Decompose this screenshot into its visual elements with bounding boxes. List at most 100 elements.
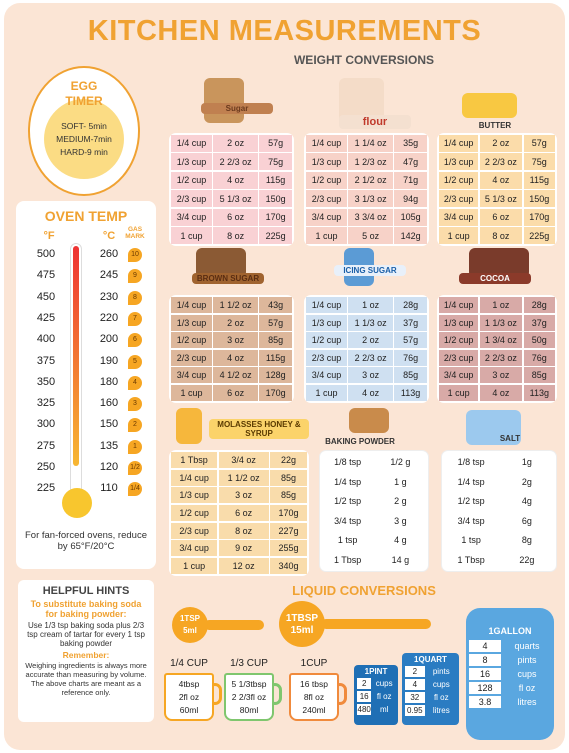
table-cell: 2 1/2 oz [348, 171, 393, 189]
table-cell: 105g [394, 208, 427, 226]
table-cell: 128g [259, 367, 292, 384]
oven-f: 475 [36, 269, 56, 282]
table-cell: 1 Tbsp [444, 550, 499, 569]
table-cell: 3 g [374, 511, 426, 530]
table-cell: 37g [394, 314, 427, 331]
table-cell: 1/2 cup [306, 332, 347, 349]
spoon-name: 1TBSP [285, 613, 319, 624]
oven-note: For fan-forced ovens, reduce by 65°F/20°… [25, 530, 147, 552]
table-cell: 340g [270, 557, 307, 574]
table-cell: 50g [523, 332, 555, 349]
weight-table: 1/4 cup 1 1/4 oz 35g 1/3 cup 1 2/3 oz 47g 1/2 … [304, 133, 429, 246]
table-cell: 1/2 tsp [322, 492, 374, 511]
table-cell: 3/4 cup [306, 367, 347, 384]
table-label: ICING SUGAR [334, 265, 406, 276]
cup: 4tbsp 2fl oz 60ml [164, 673, 214, 721]
cup-line: 2fl oz [178, 691, 200, 702]
cup-line: 5 1/3tbsp [231, 678, 267, 689]
title: KITCHEN MEASUREMENTS [87, 15, 482, 47]
thermo-bulb [62, 488, 92, 518]
oven-c: 120 [99, 461, 119, 473]
table-label: flour [339, 115, 411, 129]
container-cell: pints [517, 655, 537, 665]
table-cell: 94g [394, 190, 427, 208]
table-cell: 2 2/3 oz [213, 153, 258, 171]
gas-mark: 2 [128, 418, 142, 433]
hints-subtitle: To substitute baking soda for baking pow… [30, 599, 142, 619]
table-cell: 1/4 cup [171, 135, 212, 152]
container-cell: cups [375, 679, 393, 688]
table-cell: 1/4 tsp [444, 472, 499, 491]
table-cell: 2/3 cup [439, 190, 479, 208]
table-label: BROWN SUGAR [192, 273, 264, 284]
table-cell: 1 1/2 oz [218, 469, 269, 486]
table-cell: 1/2 cup [171, 504, 218, 522]
ingredient-icon [466, 410, 521, 445]
table-cell: 1 oz [479, 297, 523, 314]
table-cell: 3/4 oz [218, 452, 269, 469]
table-cell: 1 Tbsp [322, 550, 374, 569]
table-cell: 37g [523, 314, 555, 331]
table-cell: 115g [259, 171, 292, 189]
container-cell: 2 [357, 678, 372, 689]
table-label: Sugar [201, 103, 273, 114]
liquid-title: LIQUID CONVERSIONS [292, 583, 436, 598]
cup-name: 1/3 CUP [230, 658, 268, 669]
table-cell: 1/2 cup [439, 171, 479, 189]
cup-line: 80ml [239, 705, 259, 716]
cup-line: 2 2/3fl oz [231, 691, 267, 702]
container-name: 1QUART [414, 655, 447, 664]
table-cell: 113g [523, 384, 555, 401]
table-cell: 76g [394, 349, 427, 366]
table-cell: 1/2 cup [306, 171, 347, 189]
table-label: BAKING POWDER [325, 437, 395, 446]
oven-f: 400 [36, 333, 56, 346]
table-cell: 12 oz [218, 557, 269, 574]
table-cell: 1/3 cup [439, 153, 479, 171]
poster: KITCHEN MEASUREMENTS WEIGHT CONVERSIONS … [4, 3, 565, 750]
weight-table: 1/4 cup 1 oz 28g 1/3 cup 1 1/3 oz 37g 1/2 cup 1… [437, 295, 557, 403]
spoon [279, 601, 325, 647]
table-label: BUTTER [478, 121, 512, 130]
container-name: 1PINT [364, 667, 388, 676]
table-cell: 6 oz [218, 504, 269, 522]
hints: HELPFUL HINTS To substitute baking soda f… [18, 585, 154, 727]
table-cell: 3/4 cup [439, 367, 479, 384]
oven-f: 350 [36, 375, 56, 388]
cup-line: 8fl oz [303, 691, 325, 702]
oven-c: 160 [99, 397, 119, 410]
egg-title: EGG [70, 79, 98, 93]
cup-name: 1CUP [300, 658, 328, 669]
oven-f: 425 [36, 311, 56, 324]
oven-f: 225 [36, 482, 56, 495]
gas-mark: 1 [128, 439, 142, 454]
oven-header: °F [43, 230, 55, 242]
table-cell: 3 oz [479, 367, 523, 384]
table-cell: 170g [523, 208, 555, 226]
table-cell: 170g [259, 208, 292, 226]
table-cell: 1/3 cup [171, 314, 212, 331]
weight-table: 1/4 cup 1 1/2 oz 43g 1/3 cup 2 oz 57g 1/2 cup 3… [169, 295, 294, 403]
table-cell: 3 3/4 oz [348, 208, 393, 226]
container-cell: 16 [357, 691, 372, 702]
gas-mark: 1/2 [128, 461, 142, 475]
table-cell: 3/4 cup [171, 208, 212, 226]
oven-header: GAS MARK [125, 226, 145, 240]
gas-mark: 4 [128, 375, 142, 390]
ingredient-icon [204, 78, 244, 123]
table-cell: 8 oz [213, 227, 258, 244]
table-cell: 8 oz [479, 227, 523, 244]
table-cell: 76g [523, 349, 555, 366]
cup-line: 60ml [179, 705, 199, 716]
table-cell: 1/2 cup [439, 332, 479, 349]
cup-line: 240ml [302, 705, 326, 716]
table-cell: 47g [394, 153, 427, 171]
table-cell: 2/3 cup [171, 522, 218, 539]
table-cell: 1 1/2 oz [213, 297, 258, 314]
table-cell: 43g [259, 297, 292, 314]
table-cell: 57g [259, 135, 292, 152]
container-cell: 128 [469, 682, 501, 694]
table-cell: 2/3 cup [306, 190, 347, 208]
table-cell: 2 2/3 oz [348, 349, 393, 366]
container-table: 2 pints 4 cups 32 fl oz 0.95 litres [405, 666, 456, 716]
